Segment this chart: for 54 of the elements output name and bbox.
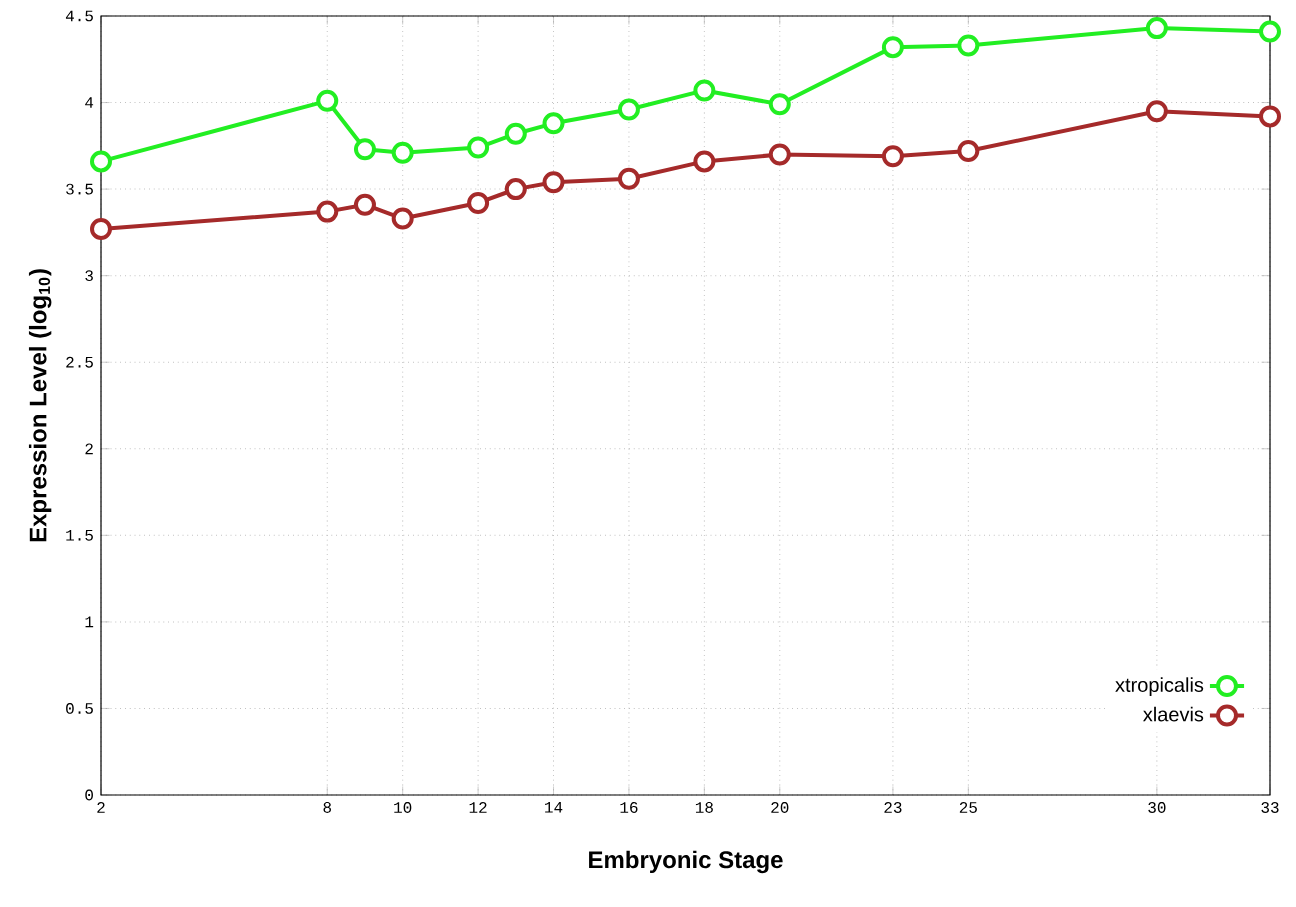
x-tick-label: 23 — [884, 802, 902, 813]
y-axis-title: Expression Level (log$_{10}$) — [28, 269, 52, 542]
y-tick-label: 2 — [85, 443, 93, 455]
y-tick-label: 0.5 — [66, 703, 93, 714]
point — [957, 34, 980, 57]
y-tick-label: 1.5 — [66, 529, 93, 541]
point — [391, 207, 414, 230]
legend-label: xlaevis — [1143, 706, 1204, 722]
y-tick-label: 1 — [85, 616, 94, 628]
point — [881, 36, 904, 59]
point — [316, 89, 339, 112]
x-tick-label: 10 — [394, 802, 412, 813]
point — [957, 140, 980, 163]
point — [467, 191, 490, 214]
x-tick-label: 18 — [695, 802, 713, 813]
point — [1145, 17, 1168, 40]
point — [1145, 100, 1168, 123]
y-tick-label: 2.5 — [66, 356, 93, 368]
x-tick-label: 33 — [1261, 802, 1279, 813]
point — [504, 178, 527, 201]
point — [768, 143, 791, 166]
point — [617, 167, 640, 190]
y-tick-label: 3.5 — [66, 183, 93, 195]
point — [1259, 20, 1282, 43]
point — [881, 145, 904, 168]
point — [542, 171, 565, 194]
x-tick-label: 16 — [620, 802, 638, 813]
point — [693, 150, 716, 173]
point — [353, 138, 376, 161]
point — [316, 200, 339, 223]
y-tick-label: 0 — [85, 789, 93, 801]
point — [504, 122, 527, 145]
point — [768, 93, 791, 116]
x-tick-label: 14 — [545, 802, 563, 813]
x-tick-label: 2 — [97, 802, 105, 813]
point — [617, 98, 640, 121]
point — [542, 112, 565, 135]
legend-label: xtropicalis — [1115, 677, 1204, 696]
y-tick-label: 4.5 — [65, 10, 93, 22]
x-tick-label: 12 — [469, 802, 487, 813]
point — [467, 136, 490, 159]
point — [693, 79, 716, 102]
x-tick-label: 8 — [323, 802, 331, 813]
point — [353, 193, 376, 216]
point — [1259, 105, 1282, 128]
point — [90, 150, 112, 173]
y-tick-label: 4 — [85, 97, 94, 108]
x-tick-label: 25 — [959, 802, 977, 813]
x-tick-label: 30 — [1148, 802, 1166, 813]
point — [391, 141, 414, 164]
point — [90, 217, 112, 240]
x-axis-title: Embryonic Stage — [589, 850, 783, 874]
y-tick-label: 3 — [85, 270, 93, 282]
x-tick-label: 20 — [771, 802, 789, 813]
